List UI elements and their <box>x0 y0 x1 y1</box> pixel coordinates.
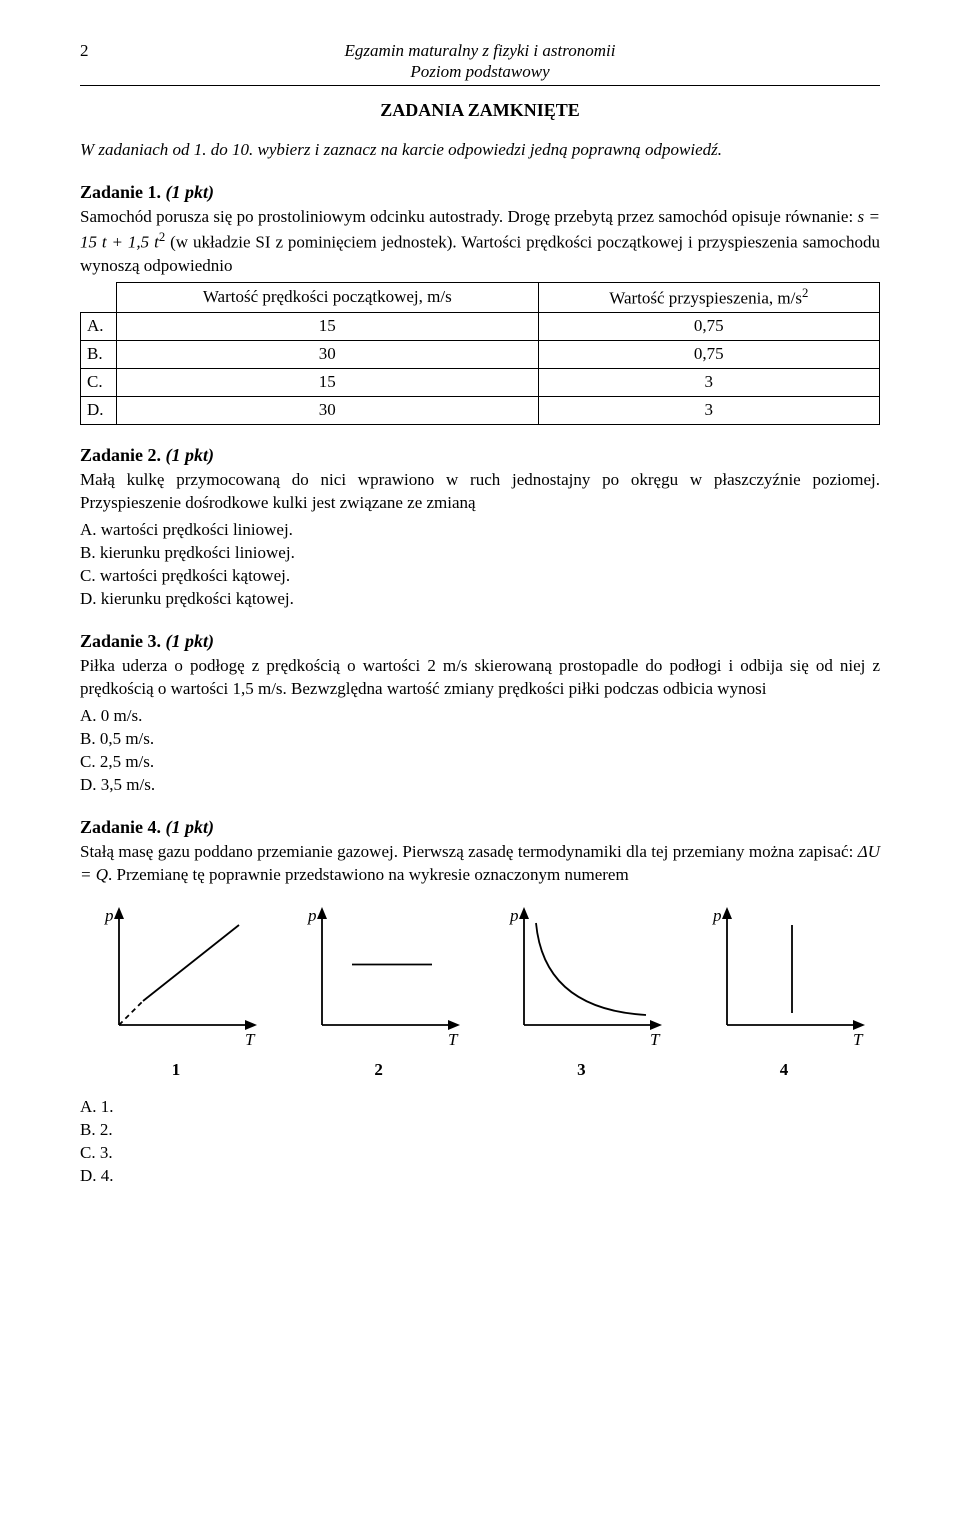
chart-4: p T 4 <box>688 903 880 1082</box>
task-2-text: Małą kulkę przymocowaną do nici wprawion… <box>80 469 880 515</box>
task-1-text-after: (w układzie SI z pominięciem jednostek).… <box>80 233 880 275</box>
chart-3: p T 3 <box>485 903 677 1082</box>
cell: 15 <box>117 313 539 341</box>
task-1-heading: Zadanie 1. (1 pkt) <box>80 180 880 204</box>
task-3-options: A. 0 m/s. B. 0,5 m/s. C. 2,5 m/s. D. 3,5… <box>80 705 880 797</box>
task-3-text: Piłka uderza o podłogę z prędkością o wa… <box>80 655 880 701</box>
header-title: Egzamin maturalny z fizyki i astronomii … <box>110 40 850 83</box>
task-1-points: (1 pkt) <box>166 182 215 202</box>
svg-text:p: p <box>712 906 722 925</box>
option: D. 4. <box>80 1165 880 1188</box>
task-3-points: (1 pkt) <box>166 631 215 651</box>
table-row: A. 15 0,75 <box>81 313 880 341</box>
task-3-label: Zadanie 3. <box>80 631 161 651</box>
task-2-options: A. wartości prędkości liniowej. B. kieru… <box>80 519 880 611</box>
option: C. 2,5 m/s. <box>80 751 880 774</box>
chart-number: 1 <box>80 1059 272 1082</box>
svg-text:p: p <box>307 906 317 925</box>
option: D. 3,5 m/s. <box>80 774 880 797</box>
table-col2-header: Wartość przyspieszenia, m/s2 <box>538 282 879 313</box>
section-title: ZADANIA ZAMKNIĘTE <box>80 98 880 122</box>
chart-number: 3 <box>485 1059 677 1082</box>
option: D. kierunku prędkości kątowej. <box>80 588 880 611</box>
cell: 3 <box>538 368 879 396</box>
task-3-heading: Zadanie 3. (1 pkt) <box>80 629 880 653</box>
table-row: B. 30 0,75 <box>81 341 880 369</box>
option: B. 2. <box>80 1119 880 1142</box>
task-4-text: Stałą masę gazu poddano przemianie gazow… <box>80 841 880 887</box>
task-4-options: A. 1. B. 2. C. 3. D. 4. <box>80 1096 880 1188</box>
chart-number: 4 <box>688 1059 880 1082</box>
task-2-heading: Zadanie 2. (1 pkt) <box>80 443 880 467</box>
task-4-label: Zadanie 4. <box>80 817 161 837</box>
svg-text:T: T <box>448 1030 459 1049</box>
cell: 0,75 <box>538 341 879 369</box>
table-row: D. 30 3 <box>81 396 880 424</box>
svg-text:T: T <box>650 1030 661 1049</box>
option: C. wartości prędkości kątowej. <box>80 565 880 588</box>
table-row: C. 15 3 <box>81 368 880 396</box>
svg-text:T: T <box>245 1030 256 1049</box>
chart-number: 2 <box>283 1059 475 1082</box>
option: B. kierunku prędkości liniowej. <box>80 542 880 565</box>
option: A. 0 m/s. <box>80 705 880 728</box>
option: A. wartości prędkości liniowej. <box>80 519 880 542</box>
cell: 3 <box>538 396 879 424</box>
cell: 15 <box>117 368 539 396</box>
page-header: 2 Egzamin maturalny z fizyki i astronomi… <box>80 40 880 86</box>
option: A. 1. <box>80 1096 880 1119</box>
header-line-1: Egzamin maturalny z fizyki i astronomii <box>345 41 616 60</box>
task-4-text-before: Stałą masę gazu poddano przemianie gazow… <box>80 842 858 861</box>
task-1-text: Samochód porusza się po prostoliniowym o… <box>80 206 880 277</box>
svg-text:T: T <box>853 1030 864 1049</box>
option: B. 0,5 m/s. <box>80 728 880 751</box>
table-header-row: Wartość prędkości początkowej, m/s Warto… <box>81 282 880 313</box>
svg-text:p: p <box>104 906 114 925</box>
charts-row: p T 1 p T 2 p T 3 p T 4 <box>80 903 880 1082</box>
cell: 30 <box>117 341 539 369</box>
task-1-text-before: Samochód porusza się po prostoliniowym o… <box>80 207 858 226</box>
task-4-points: (1 pkt) <box>166 817 215 837</box>
instructions: W zadaniach od 1. do 10. wybierz i zazna… <box>80 139 880 162</box>
task-1-label: Zadanie 1. <box>80 182 161 202</box>
cell: 30 <box>117 396 539 424</box>
task-4-text-after: . Przemianę tę poprawnie przedstawiono n… <box>108 865 629 884</box>
header-line-2: Poziom podstawowy <box>410 62 549 81</box>
chart-1: p T 1 <box>80 903 272 1082</box>
chart-2: p T 2 <box>283 903 475 1082</box>
page-number: 2 <box>80 40 110 63</box>
table-col1-header: Wartość prędkości początkowej, m/s <box>117 282 539 313</box>
task-1-table: Wartość prędkości początkowej, m/s Warto… <box>80 282 880 425</box>
task-4-heading: Zadanie 4. (1 pkt) <box>80 815 880 839</box>
task-2-label: Zadanie 2. <box>80 445 161 465</box>
cell: 0,75 <box>538 313 879 341</box>
option: C. 3. <box>80 1142 880 1165</box>
row-label: B. <box>81 341 117 369</box>
row-label: A. <box>81 313 117 341</box>
row-label: C. <box>81 368 117 396</box>
task-2-points: (1 pkt) <box>166 445 215 465</box>
row-label: D. <box>81 396 117 424</box>
svg-text:p: p <box>509 906 519 925</box>
